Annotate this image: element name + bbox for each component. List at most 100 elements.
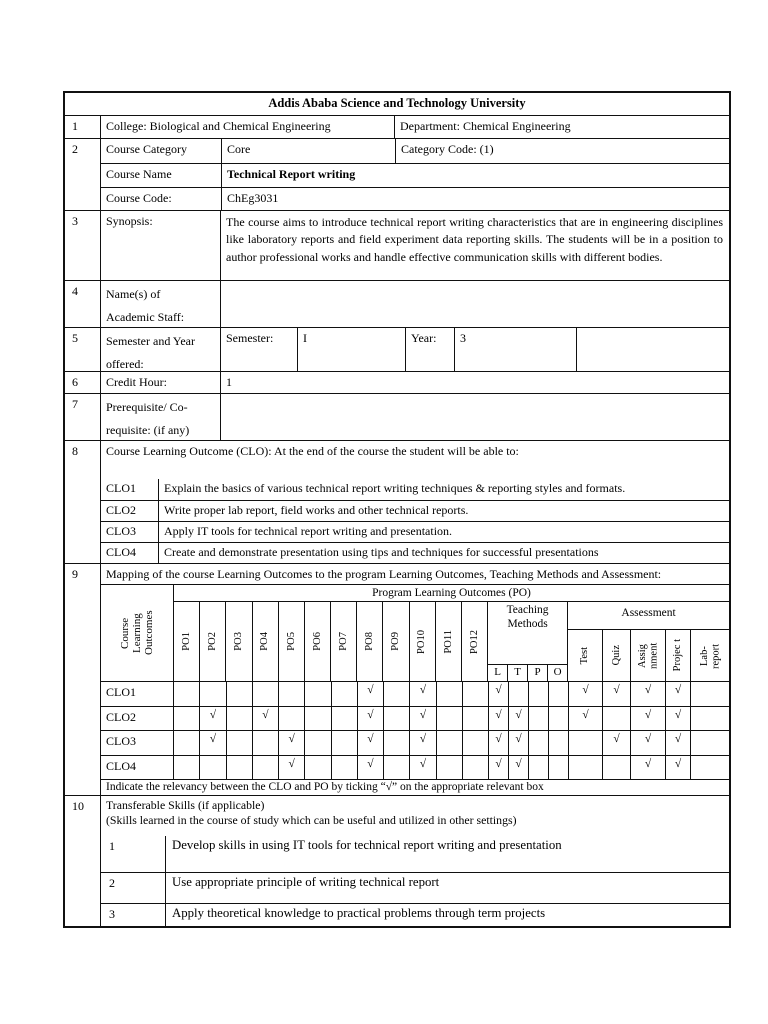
assessment-label: Assig nment <box>636 642 660 669</box>
po-tick-cell <box>225 731 252 755</box>
po-label: PO1 <box>180 632 192 651</box>
clo-row: CLO2 Write proper lab report, field works… <box>101 500 729 521</box>
po-tick-cell <box>330 706 357 730</box>
po-tick-cell <box>383 706 409 730</box>
title-row: Addis Ababa Science and Technology Unive… <box>65 93 729 115</box>
po-tick-cell <box>304 706 330 730</box>
po-group-header: Program Learning Outcomes (PO) <box>174 585 729 602</box>
po-label: PO8 <box>364 632 376 651</box>
skills-header-line1: Transferable Skills (if applicable) <box>106 798 265 812</box>
row-academic-staff: 4 Name(s) of Academic Staff: <box>65 280 729 327</box>
clo-description: Apply IT tools for technical report writ… <box>158 522 729 542</box>
row-transferable-skills: 10 Transferable Skills (if applicable) (… <box>65 795 729 926</box>
row-clo: 8 Course Learning Outcome (CLO): At the … <box>65 440 729 563</box>
assessment-label-cell: Projec t <box>665 630 690 681</box>
assessment-label-cell: Quiz <box>602 630 630 681</box>
matrix-row: CLO2 √ √ √ √ √ √ √ √ √ <box>101 705 729 730</box>
teaching-tick-cell <box>528 731 548 755</box>
matrix-clo-label: CLO3 <box>106 734 136 748</box>
clo-row: CLO3 Apply IT tools for technical report … <box>101 521 729 542</box>
po-tick-cell: √ <box>356 682 383 706</box>
row-number: 5 <box>72 331 78 345</box>
po-tick-cell <box>435 682 462 706</box>
assessment-tick-cell: √ <box>630 755 665 779</box>
course-name-row: Course Name Technical Report writing <box>101 163 729 187</box>
po-tick-cell: √ <box>199 731 225 755</box>
matrix-body: CLO1 √ √ √ √ √ √ √ CLO2 √ √ √ √ √ √ √ √ √ CLO3 √ √ √ √ √ √ √ √ √ CLO… <box>101 681 729 779</box>
po-tick-cell <box>251 755 278 779</box>
clo-description: Create and demonstrate presentation usin… <box>158 543 729 563</box>
clo-list: CLO1 Explain the basics of various techni… <box>101 479 729 563</box>
assessment-label-cell: Lab- report <box>690 630 729 681</box>
po-label-cell: PO4 <box>251 602 278 681</box>
assessment-tick-cell: √ <box>630 706 665 730</box>
po-tick-cell: √ <box>199 706 225 730</box>
teaching-tick-cell <box>508 682 528 706</box>
clo-code: CLO4 <box>106 545 136 559</box>
skills-header-line2: (Skills learned in the course of study w… <box>106 812 517 827</box>
college-cell: College: Biological and Chemical Enginee… <box>100 116 394 138</box>
mapping-note-row: Indicate the relevancy between the CLO a… <box>101 779 729 795</box>
po-tick-cell <box>199 682 225 706</box>
po-tick-cell <box>461 755 488 779</box>
po-tick-cell <box>304 682 330 706</box>
assessment-column: Assessment Test Quiz Assig nment Projec t La… <box>567 602 730 681</box>
row-number: 10 <box>72 799 84 813</box>
assessment-tick-cell: √ <box>602 682 630 706</box>
university-title: Addis Ababa Science and Technology Unive… <box>268 96 526 110</box>
synopsis-label: Synopsis: <box>100 211 220 280</box>
po-tick-cell <box>278 682 304 706</box>
semester-year-label: Semester and Year offered: <box>100 328 220 371</box>
po-tick-cell: √ <box>356 706 383 730</box>
semester-label: Semester: <box>220 328 297 371</box>
row-number: 1 <box>72 119 78 133</box>
mapping-note: Indicate the relevancy between the CLO a… <box>106 781 544 793</box>
teaching-tick-cell: √ <box>488 755 508 779</box>
mapping-title: Mapping of the course Learning Outcomes … <box>106 567 662 581</box>
row-credit-hour: 6 Credit Hour: 1 <box>65 371 729 393</box>
semester-year-label-line1: Semester and Year <box>106 334 195 348</box>
row-college-department: 1 College: Biological and Chemical Engin… <box>65 115 729 138</box>
teaching-tick-cell: √ <box>488 731 508 755</box>
assessment-label-cell: Test <box>568 630 602 681</box>
po-tick-cell: √ <box>409 706 435 730</box>
clo-code: CLO3 <box>106 524 136 538</box>
po-label-cell: PO7 <box>330 602 356 681</box>
po-label-cell: PO2 <box>199 602 225 681</box>
course-code-value: ChEg3031 <box>221 188 729 210</box>
po-tick-cell: √ <box>409 755 435 779</box>
clo-row: CLO4 Create and demonstrate presentation … <box>101 542 729 563</box>
assessment-label: Quiz <box>610 645 622 666</box>
po-tick-cell: √ <box>356 755 383 779</box>
teaching-method-label: O <box>547 665 567 681</box>
row-number: 4 <box>72 284 78 298</box>
skill-row: 3 Apply theoretical knowledge to practica… <box>101 903 729 926</box>
skill-row: 1 Develop skills in using IT tools for te… <box>101 836 729 872</box>
course-name-label: Course Name <box>106 167 172 181</box>
assessment-subheader-row: Test Quiz Assig nment Projec t Lab- report <box>568 630 729 681</box>
matrix-clo-label: CLO2 <box>106 709 136 724</box>
po-tick-cell <box>225 755 252 779</box>
assessment-tick-cell <box>568 731 602 755</box>
matrix-clo-label: CLO4 <box>106 758 136 773</box>
row-number: 2 <box>72 142 78 156</box>
teaching-tick-cell <box>548 755 568 779</box>
row-number: 3 <box>72 214 78 228</box>
prerequisite-label-line1: Prerequisite/ Co- <box>106 400 188 414</box>
assessment-tick-cell: √ <box>665 755 690 779</box>
po-label: PO12 <box>468 629 480 654</box>
course-category-value: Core <box>221 139 395 163</box>
skill-row: 2 Use appropriate principle of writing te… <box>101 872 729 903</box>
po-tick-cell: √ <box>251 706 278 730</box>
synopsis-text: The course aims to introduce technical r… <box>220 211 729 280</box>
matrix-clo-label: CLO1 <box>106 685 136 699</box>
teaching-tick-cell <box>548 706 568 730</box>
academic-staff-label-line2: Academic Staff: <box>106 310 185 324</box>
teaching-tick-cell <box>548 682 568 706</box>
po-label: PO7 <box>337 632 349 651</box>
po-tick-cell <box>383 682 409 706</box>
po-tick-cell <box>435 731 462 755</box>
teaching-tick-cell: √ <box>508 755 528 779</box>
